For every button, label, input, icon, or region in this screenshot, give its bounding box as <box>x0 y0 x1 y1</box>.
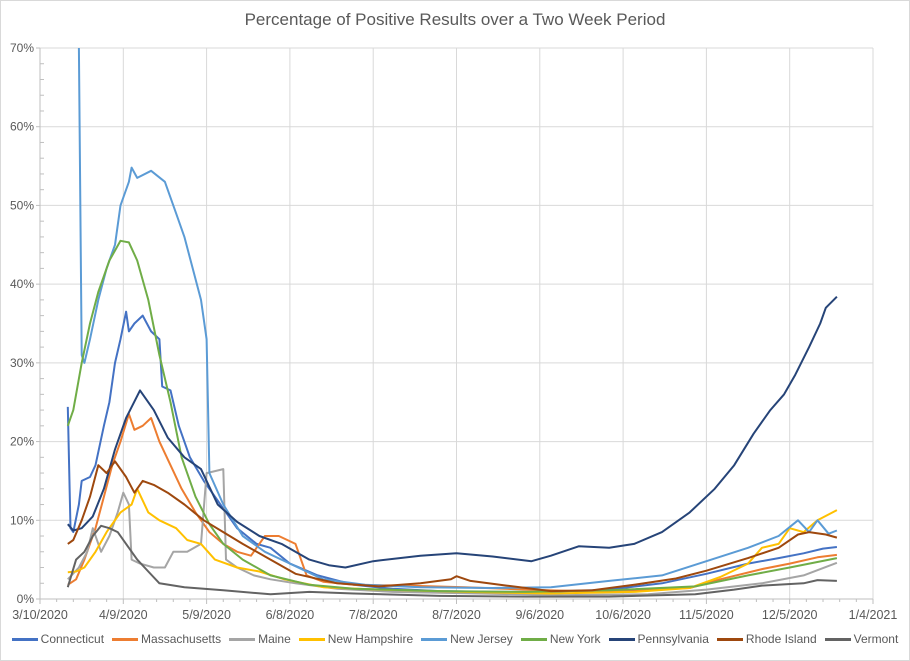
legend-swatch <box>824 637 851 641</box>
legend-item: Connecticut <box>11 632 105 646</box>
x-tick-label: 4/9/2020 <box>99 608 148 622</box>
x-tick-label: 11/5/2020 <box>679 608 734 622</box>
gridlines <box>40 47 874 599</box>
x-tick-label: 10/6/2020 <box>595 608 651 622</box>
series-line-rhode-island <box>67 460 838 593</box>
x-tick-label: 5/9/2020 <box>182 608 231 622</box>
series-line-pennsylvania <box>67 295 838 569</box>
legend: Connecticut Massachusetts Maine New Hampshi… <box>0 632 910 646</box>
y-tick-label: 20% <box>10 435 34 449</box>
legend-label: Rhode Island <box>745 632 817 646</box>
y-tick-label: 40% <box>10 277 34 291</box>
series-line-connecticut <box>66 310 838 593</box>
legend-swatch <box>112 637 139 641</box>
axes: 0% 10% 20% 30% 40% 50% 60% 70% 3/10/2020 4/9/2020… <box>10 41 897 622</box>
series-line-massachusetts <box>67 413 838 593</box>
legend-swatch <box>520 637 547 641</box>
x-tick-label: 1/4/2021 <box>849 608 898 622</box>
x-tick-label: 9/6/2020 <box>515 608 564 622</box>
chart-title: Percentage of Positive Results over a Tw… <box>244 10 666 29</box>
legend-item: Pennsylvania <box>608 632 709 646</box>
legend-swatch <box>298 637 325 641</box>
legend-swatch <box>229 637 256 641</box>
legend-label: Connecticut <box>40 632 105 646</box>
legend-label: New York <box>549 632 601 646</box>
legend-item: New Jersey <box>421 632 513 646</box>
x-tick-label: 12/5/2020 <box>762 608 818 622</box>
legend-label: Maine <box>258 632 291 646</box>
y-tick-label: 30% <box>10 356 34 370</box>
y-tick-label: 70% <box>10 41 34 55</box>
legend-label: Massachusetts <box>141 632 222 646</box>
legend-item: Vermont <box>824 632 899 646</box>
legend-label: New Jersey <box>450 632 513 646</box>
series-lines <box>66 47 838 598</box>
legend-item: Rhode Island <box>716 632 817 646</box>
y-tick-label: 50% <box>10 198 34 212</box>
series-line-vermont <box>66 524 837 598</box>
x-tick-label: 6/8/2020 <box>266 608 315 622</box>
legend-swatch <box>716 637 743 641</box>
y-tick-label: 0% <box>17 592 35 606</box>
legend-item: Massachusetts <box>112 632 221 646</box>
legend-item: New Hampshire <box>298 632 414 646</box>
legend-label: Pennsylvania <box>637 632 709 646</box>
legend-swatch <box>11 637 38 641</box>
series-line-new-york <box>66 239 838 593</box>
legend-item: New York <box>520 632 601 646</box>
legend-item: Maine <box>229 632 291 646</box>
series-line-new-hampshire <box>67 487 838 595</box>
series-line-maine <box>67 468 838 597</box>
y-tick-label: 10% <box>10 513 34 527</box>
series-line-new-jersey <box>77 47 838 589</box>
x-tick-label: 3/10/2020 <box>12 608 68 622</box>
legend-label: New Hampshire <box>327 632 414 646</box>
legend-label: Vermont <box>853 632 899 646</box>
x-tick-label: 8/7/2020 <box>432 608 481 622</box>
legend-swatch <box>421 637 448 641</box>
x-tick-label: 7/8/2020 <box>349 608 398 622</box>
y-tick-label: 60% <box>10 120 34 134</box>
legend-swatch <box>608 637 635 641</box>
